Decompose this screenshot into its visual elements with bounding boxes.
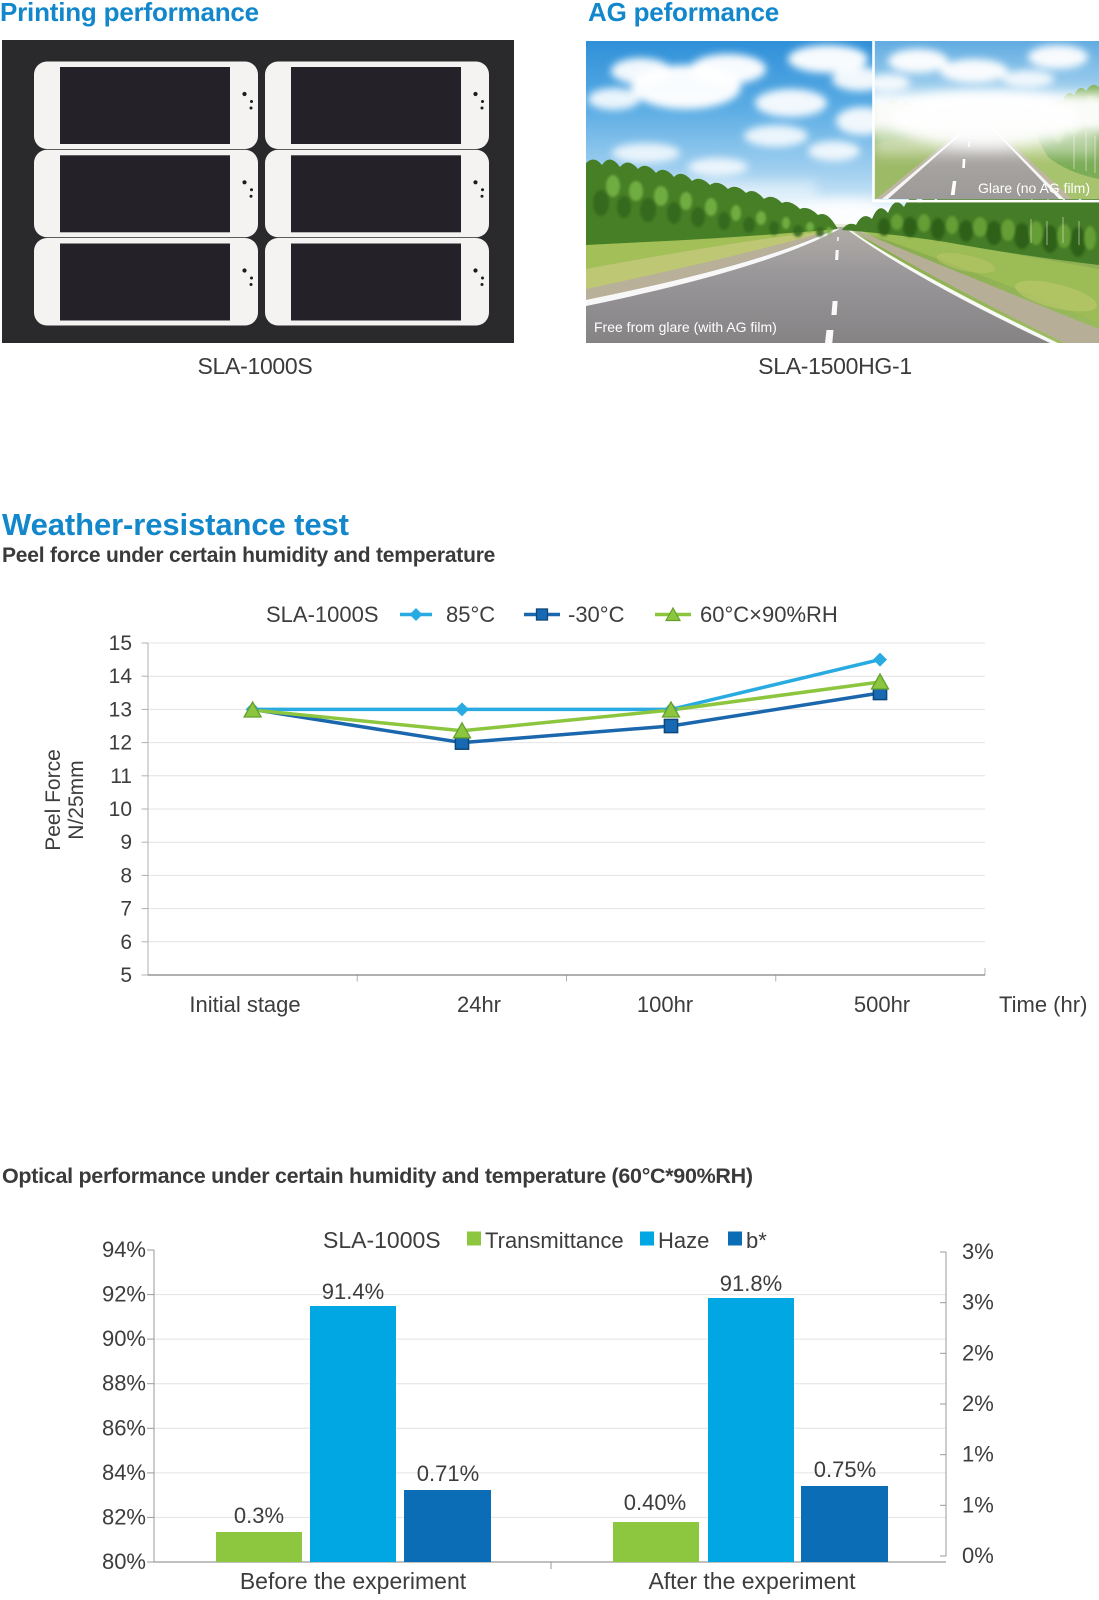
svg-text:Free from glare (with AG film): Free from glare (with AG film): [594, 319, 777, 335]
svg-text:9: 9: [120, 831, 132, 854]
svg-text:14: 14: [109, 665, 133, 688]
svg-text:SLA-1000S: SLA-1000S: [323, 1227, 441, 1253]
svg-text:Peel Force: Peel Force: [42, 749, 65, 851]
svg-text:0.40%: 0.40%: [624, 1490, 686, 1515]
svg-text:Haze: Haze: [658, 1228, 709, 1253]
svg-text:85°C: 85°C: [446, 602, 495, 627]
svg-text:91.8%: 91.8%: [720, 1271, 782, 1296]
svg-text:6: 6: [120, 931, 132, 954]
svg-text:0.75%: 0.75%: [814, 1457, 876, 1482]
svg-text:Before the experiment: Before the experiment: [240, 1568, 467, 1594]
svg-text:b*: b*: [746, 1228, 767, 1253]
svg-text:88%: 88%: [102, 1371, 146, 1396]
svg-text:7: 7: [120, 898, 132, 921]
svg-text:80%: 80%: [102, 1549, 146, 1574]
svg-text:0.71%: 0.71%: [417, 1461, 479, 1486]
svg-text:86%: 86%: [102, 1415, 146, 1440]
svg-text:94%: 94%: [102, 1237, 146, 1262]
svg-text:100hr: 100hr: [637, 992, 693, 1017]
svg-text:2%: 2%: [962, 1391, 994, 1416]
svg-text:12: 12: [109, 732, 132, 755]
svg-text:Glare (no AG film): Glare (no AG film): [978, 180, 1090, 196]
svg-text:24hr: 24hr: [457, 992, 501, 1017]
svg-text:5: 5: [120, 964, 132, 987]
svg-text:N/25mm: N/25mm: [65, 760, 88, 839]
svg-text:84%: 84%: [102, 1460, 146, 1485]
svg-text:0%: 0%: [962, 1543, 994, 1568]
svg-text:Transmittance: Transmittance: [485, 1228, 624, 1253]
svg-text:3%: 3%: [962, 1290, 994, 1315]
svg-text:91.4%: 91.4%: [322, 1279, 384, 1304]
svg-text:1%: 1%: [962, 1492, 994, 1517]
svg-text:1%: 1%: [962, 1442, 994, 1467]
svg-text:Time (hr): Time (hr): [999, 992, 1087, 1017]
svg-text:92%: 92%: [102, 1282, 146, 1307]
svg-text:82%: 82%: [102, 1504, 146, 1529]
svg-text:2%: 2%: [962, 1340, 994, 1365]
svg-text:SLA-1000S: SLA-1000S: [266, 602, 379, 627]
svg-text:90%: 90%: [102, 1326, 146, 1351]
svg-text:15: 15: [109, 632, 132, 655]
svg-text:Initial stage: Initial stage: [189, 992, 300, 1017]
svg-text:11: 11: [110, 765, 132, 788]
svg-text:-30°C: -30°C: [568, 602, 625, 627]
svg-text:3%: 3%: [962, 1239, 994, 1264]
svg-text:0.3%: 0.3%: [234, 1503, 284, 1528]
svg-text:13: 13: [109, 698, 132, 721]
svg-text:60°C×90%RH: 60°C×90%RH: [700, 602, 838, 627]
svg-text:10: 10: [109, 798, 132, 821]
svg-text:After the experiment: After the experiment: [648, 1568, 856, 1594]
svg-text:500hr: 500hr: [854, 992, 910, 1017]
svg-text:8: 8: [120, 864, 132, 887]
